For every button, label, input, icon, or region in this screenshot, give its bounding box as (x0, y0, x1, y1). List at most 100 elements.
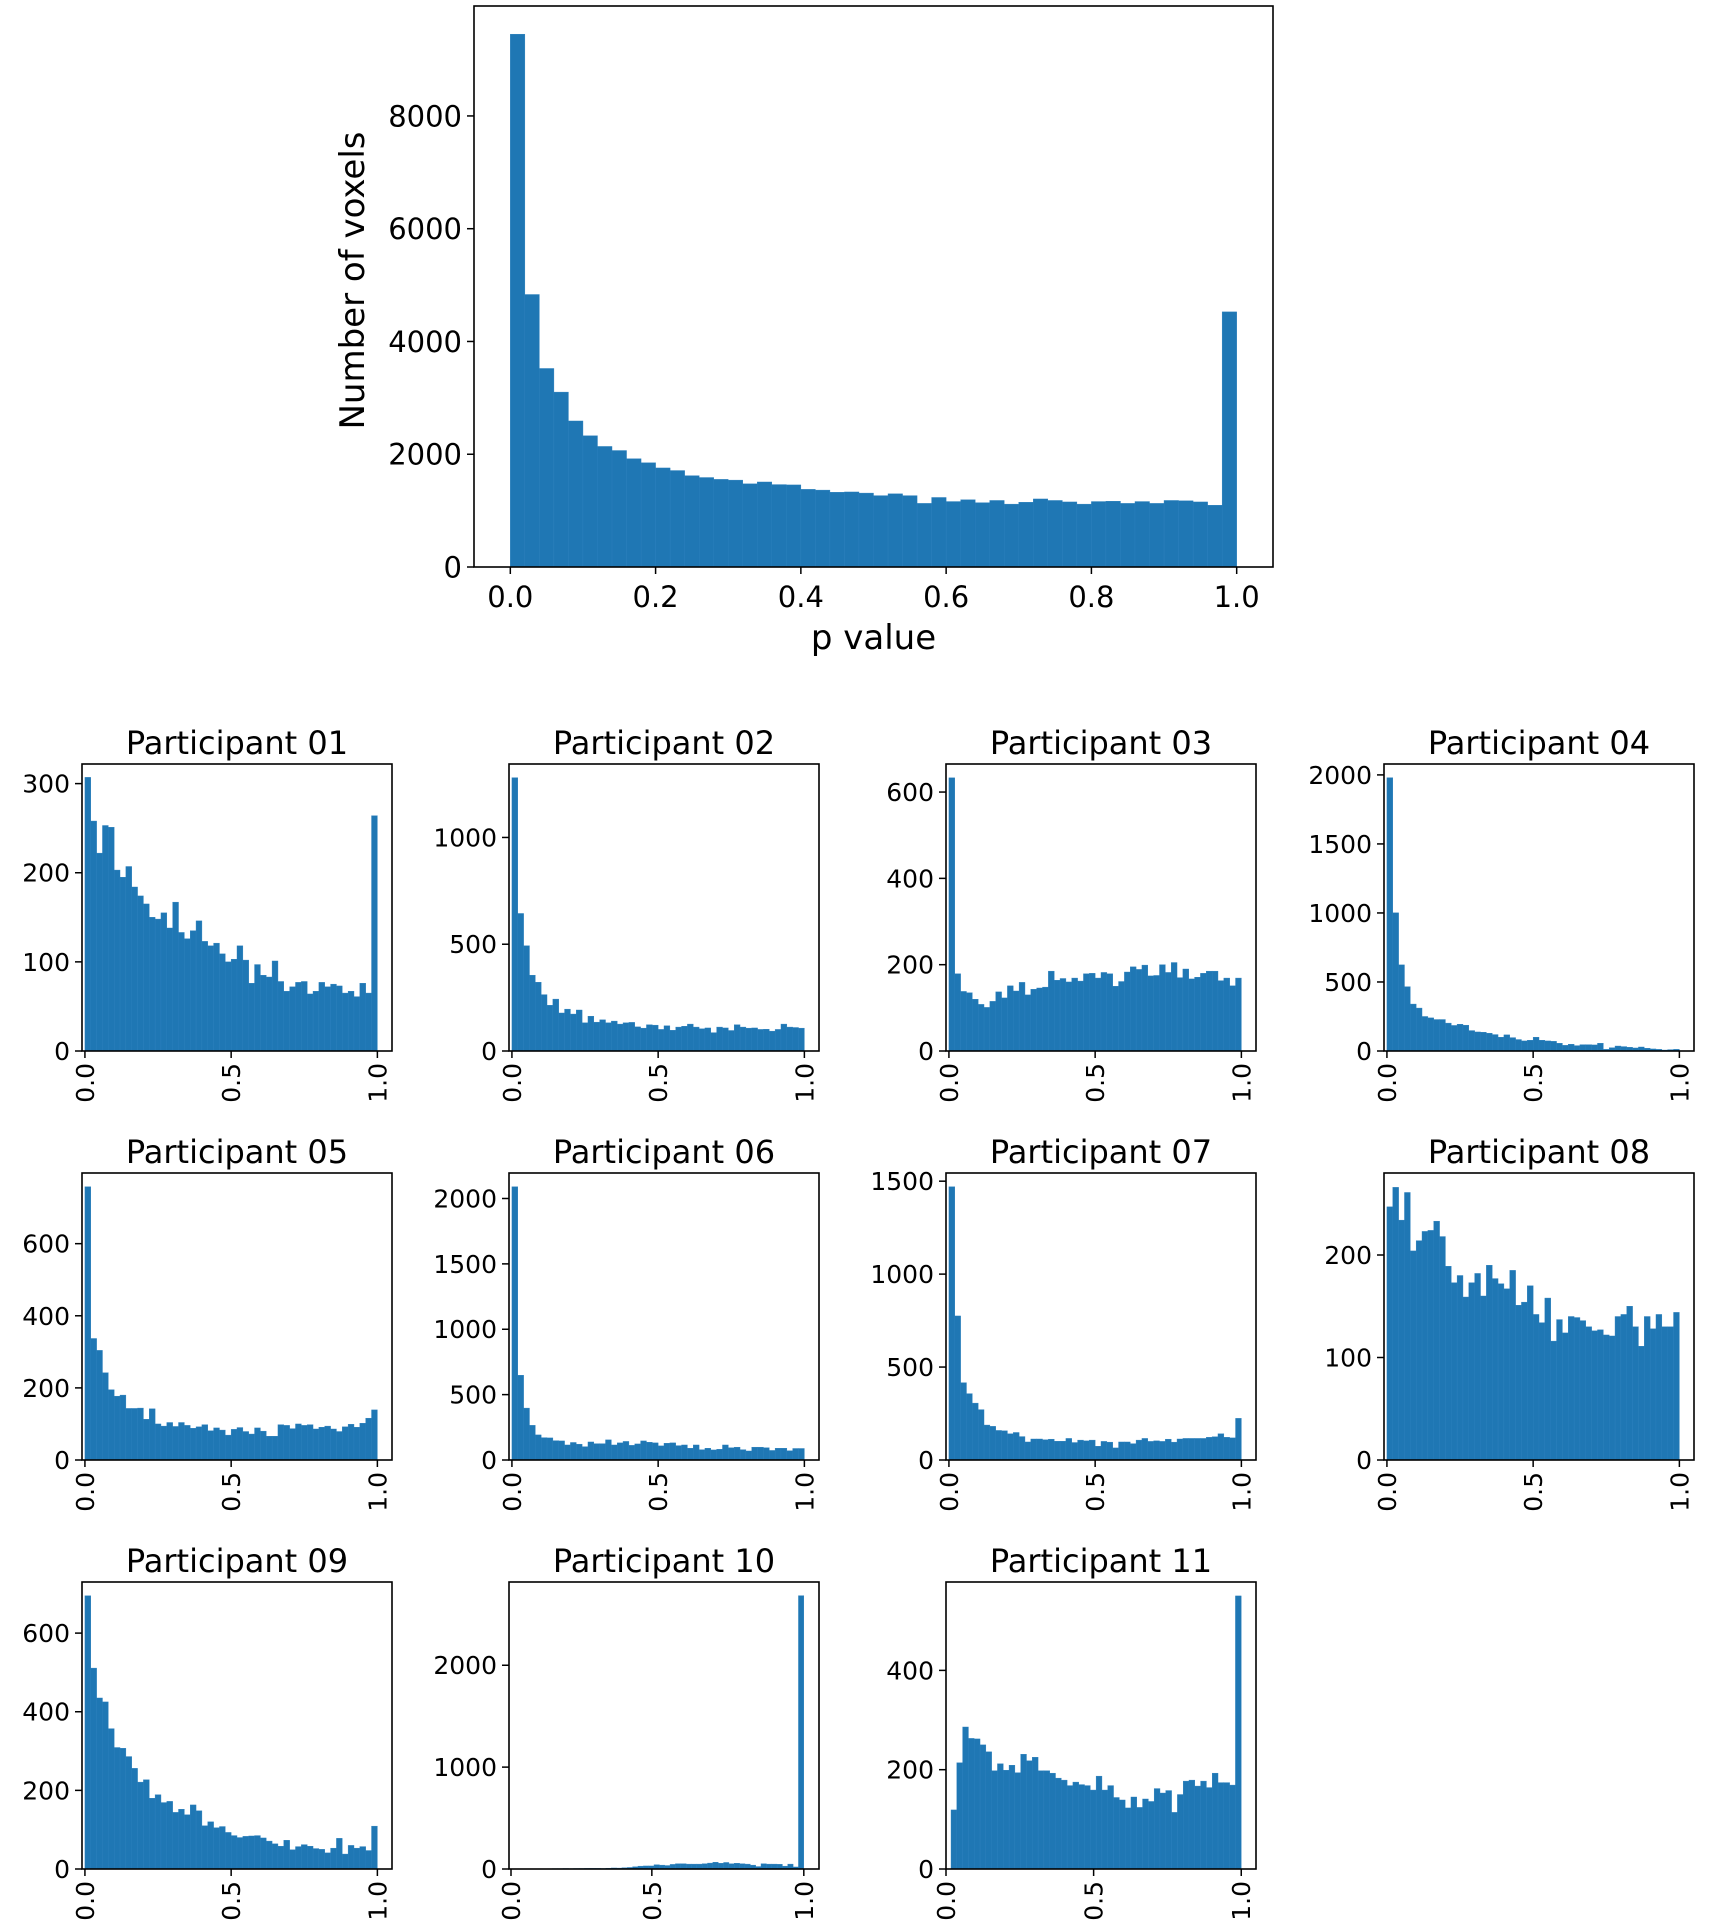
histogram-bar (225, 1832, 232, 1870)
histogram-bar (119, 1394, 127, 1461)
histogram-bar (1076, 503, 1092, 568)
histogram-bar (254, 1427, 261, 1461)
histogram-bar (324, 986, 331, 1052)
histogram-bar (1176, 1438, 1184, 1461)
y-tick-label: 0 (54, 1855, 70, 1884)
histogram-bar (1153, 1788, 1161, 1870)
histogram-bar (991, 1770, 998, 1870)
histogram-bar (1655, 1314, 1663, 1461)
histogram-bar (950, 1809, 958, 1870)
histogram-bar (693, 1444, 700, 1461)
histogram-bar (617, 1023, 624, 1052)
histogram-bar (657, 1029, 665, 1052)
histogram-bar (178, 1422, 185, 1461)
histogram-bar (977, 1409, 985, 1461)
histogram-bar (84, 777, 91, 1052)
histogram-bar (1433, 1220, 1440, 1461)
x-tick-label: 0.5 (217, 1472, 246, 1512)
histogram-bar (1468, 1030, 1475, 1052)
x-tick-label: 0.0 (497, 1881, 526, 1921)
histogram-bar (1001, 1430, 1008, 1461)
histogram-bar (108, 1728, 115, 1870)
histogram-bar (1480, 1032, 1487, 1052)
histogram-bar (365, 1417, 372, 1461)
y-tick-label: 1500 (1308, 830, 1372, 859)
histogram-bar (242, 959, 249, 1052)
histogram-bar (1410, 1003, 1417, 1052)
histogram-bar (143, 903, 150, 1052)
histogram-bar (283, 1425, 290, 1461)
participant-histogram-10: 0 1000 2000 0.0 0.5 1.0 Participant 10 (433, 1542, 820, 1921)
histogram-bar (511, 1186, 518, 1461)
y-tick-label: 200 (886, 1756, 934, 1785)
histogram-bar (995, 991, 1002, 1052)
y-tick-label: 0 (918, 1446, 934, 1475)
histogram-bar (780, 1448, 788, 1461)
histogram-bar (1003, 1769, 1010, 1870)
histogram-bar (704, 1448, 711, 1461)
histogram-bar (1532, 1036, 1540, 1052)
histogram-bar (553, 391, 569, 568)
y-tick-label: 200 (22, 1374, 70, 1403)
histogram-bar (1141, 964, 1148, 1052)
histogram-bar (716, 1026, 723, 1052)
histogram-bar (1176, 977, 1184, 1052)
histogram-bar (745, 1450, 752, 1461)
histogram-bar (154, 1794, 162, 1870)
histogram-bar (1562, 1045, 1569, 1052)
histogram-bar (1392, 912, 1399, 1052)
y-tick-label: 2000 (388, 438, 462, 472)
histogram-bar (954, 1315, 961, 1461)
participant-histogram-07: 0 500 1000 1500 0.0 0.5 1.0 Participant 07 (870, 1133, 1257, 1512)
histogram-bar (1562, 1332, 1569, 1461)
histogram-bar (1153, 975, 1160, 1052)
histogram-bar (312, 1848, 320, 1870)
histogram-bar (1130, 1443, 1137, 1461)
histogram-bar (1078, 1784, 1085, 1870)
histogram-bar (675, 1445, 682, 1461)
histogram-bar (681, 1026, 688, 1052)
histogram-bar (517, 913, 524, 1052)
histogram-bar (1036, 987, 1043, 1052)
histogram-bar (713, 479, 729, 568)
histogram-bar (1194, 1785, 1201, 1870)
x-tick-label: 1.0 (363, 1063, 392, 1103)
histogram-bar (96, 852, 103, 1052)
histogram-bar (1014, 1772, 1021, 1870)
y-tick-label: 400 (886, 1656, 934, 1685)
histogram-bar (1106, 1441, 1113, 1461)
histogram-bar (342, 1426, 349, 1461)
histogram-bar (230, 1835, 238, 1870)
histogram-bar (1235, 977, 1242, 1052)
histogram-bar (1445, 1266, 1452, 1461)
histogram-bar (1043, 1770, 1050, 1870)
y-tick-label: 400 (22, 1698, 70, 1727)
y-tick-label: 0 (918, 1855, 934, 1884)
histogram-bar (1200, 1438, 1207, 1461)
histogram-bar (266, 1436, 273, 1461)
histogram-bar (1427, 1017, 1434, 1052)
y-tick-label: 200 (22, 1776, 70, 1805)
histogram-bar (131, 1768, 138, 1870)
histogram-bar (564, 1444, 571, 1461)
histogram-bar (90, 820, 97, 1052)
histogram-bar (1165, 972, 1172, 1052)
histogram-bar (1521, 1040, 1528, 1052)
histogram-bar (1544, 1297, 1551, 1461)
histogram-bar (1235, 1418, 1242, 1461)
histogram-bar (1141, 1438, 1148, 1461)
histogram-bar (1124, 971, 1131, 1052)
y-tick-label: 2000 (433, 1184, 497, 1213)
histogram-bar (1130, 966, 1137, 1052)
histogram-bar (1120, 503, 1136, 568)
histogram-bar (948, 1186, 955, 1461)
histogram-bar (119, 876, 127, 1052)
histogram-bar (1089, 1439, 1096, 1461)
histogram-bar (1018, 1436, 1026, 1461)
histogram-bar (1439, 1236, 1446, 1461)
histogram-bar (1474, 1031, 1481, 1052)
histogram-bar (564, 1008, 571, 1052)
histogram-bar (1013, 1432, 1020, 1461)
histogram-bar (1527, 1040, 1534, 1052)
